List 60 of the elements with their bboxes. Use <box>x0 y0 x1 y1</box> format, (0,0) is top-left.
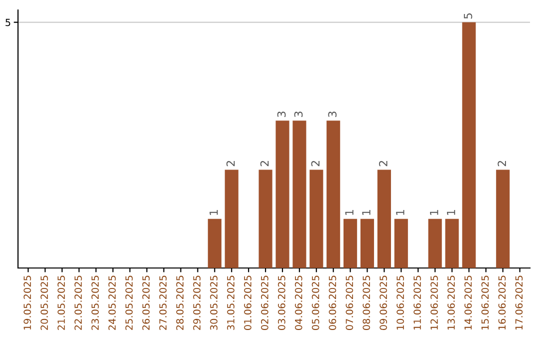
bar <box>310 170 324 268</box>
bar <box>292 120 306 268</box>
x-tick-label: 16.06.2025 <box>498 276 506 330</box>
x-tick-label: 21.05.2025 <box>58 276 65 330</box>
data-label: 3 <box>294 112 303 117</box>
x-tick-label: 10.06.2025 <box>396 276 404 330</box>
bar <box>360 218 374 268</box>
x-tick-label: 08.06.2025 <box>362 276 370 330</box>
x-tick-label: 22.05.2025 <box>74 276 82 330</box>
x-tick-label: 19.05.2025 <box>24 276 31 330</box>
x-tick-label: 24.05.2025 <box>108 276 116 330</box>
x-tick-label: 04.06.2025 <box>294 276 302 330</box>
x-tick-label: 02.06.2025 <box>260 276 268 330</box>
x-tick-label: 28.05.2025 <box>176 276 184 330</box>
bar <box>428 218 442 268</box>
data-label: 1 <box>362 210 370 215</box>
bar <box>276 120 290 268</box>
x-tick-label: 05.06.2025 <box>312 276 320 330</box>
data-label: 1 <box>345 210 354 215</box>
bar <box>445 218 459 268</box>
x-tick-label: 17.06.2025 <box>515 276 523 330</box>
x-tick-label: 01.06.2025 <box>244 276 252 330</box>
data-label: 3 <box>328 112 337 117</box>
data-label: 2 <box>226 160 235 166</box>
data-label: 2 <box>498 160 506 166</box>
x-tick-label: 26.05.2025 <box>142 276 150 330</box>
bar <box>394 218 408 268</box>
x-tick-label: 07.06.2025 <box>346 276 354 330</box>
data-label: 2 <box>379 160 388 166</box>
bar <box>377 170 391 268</box>
bar <box>344 218 358 268</box>
x-tick-label: 09.06.2025 <box>380 276 388 330</box>
data-label: 2 <box>311 160 320 166</box>
bar <box>462 22 476 268</box>
data-label: 1 <box>430 210 438 215</box>
data-label: 1 <box>446 210 456 215</box>
data-label: 5 <box>464 13 472 19</box>
bar <box>208 218 222 268</box>
x-tick-label: 14.06.2025 <box>464 276 472 330</box>
bar <box>326 120 340 268</box>
x-tick-label: 30.05.2025 <box>210 276 218 330</box>
x-tick-label: 03.06.2025 <box>278 276 286 330</box>
x-tick-label: 12.06.2025 <box>430 276 438 330</box>
x-tick-label: 06.06.2025 <box>328 276 336 330</box>
bar <box>258 170 272 268</box>
data-label: 2 <box>260 160 269 166</box>
x-tick-label: 15.06.2025 <box>481 276 489 330</box>
x-tick-label: 25.05.2025 <box>125 276 133 330</box>
x-tick-label: 13.06.2025 <box>447 276 455 330</box>
bar <box>496 170 510 268</box>
x-tick-label: 29.05.2025 <box>193 276 201 330</box>
x-tick-label: 31.05.2025 <box>227 276 234 330</box>
bar <box>224 170 238 268</box>
data-label: 1 <box>396 210 404 215</box>
data-label: 1 <box>210 210 218 215</box>
data-label: 3 <box>277 112 286 117</box>
x-tick-label: 20.05.2025 <box>40 276 48 330</box>
x-tick-label: 27.05.2025 <box>159 276 167 330</box>
x-tick-label: 11.06.2025 <box>414 276 421 330</box>
x-tick-label: 23.05.2025 <box>91 276 99 330</box>
